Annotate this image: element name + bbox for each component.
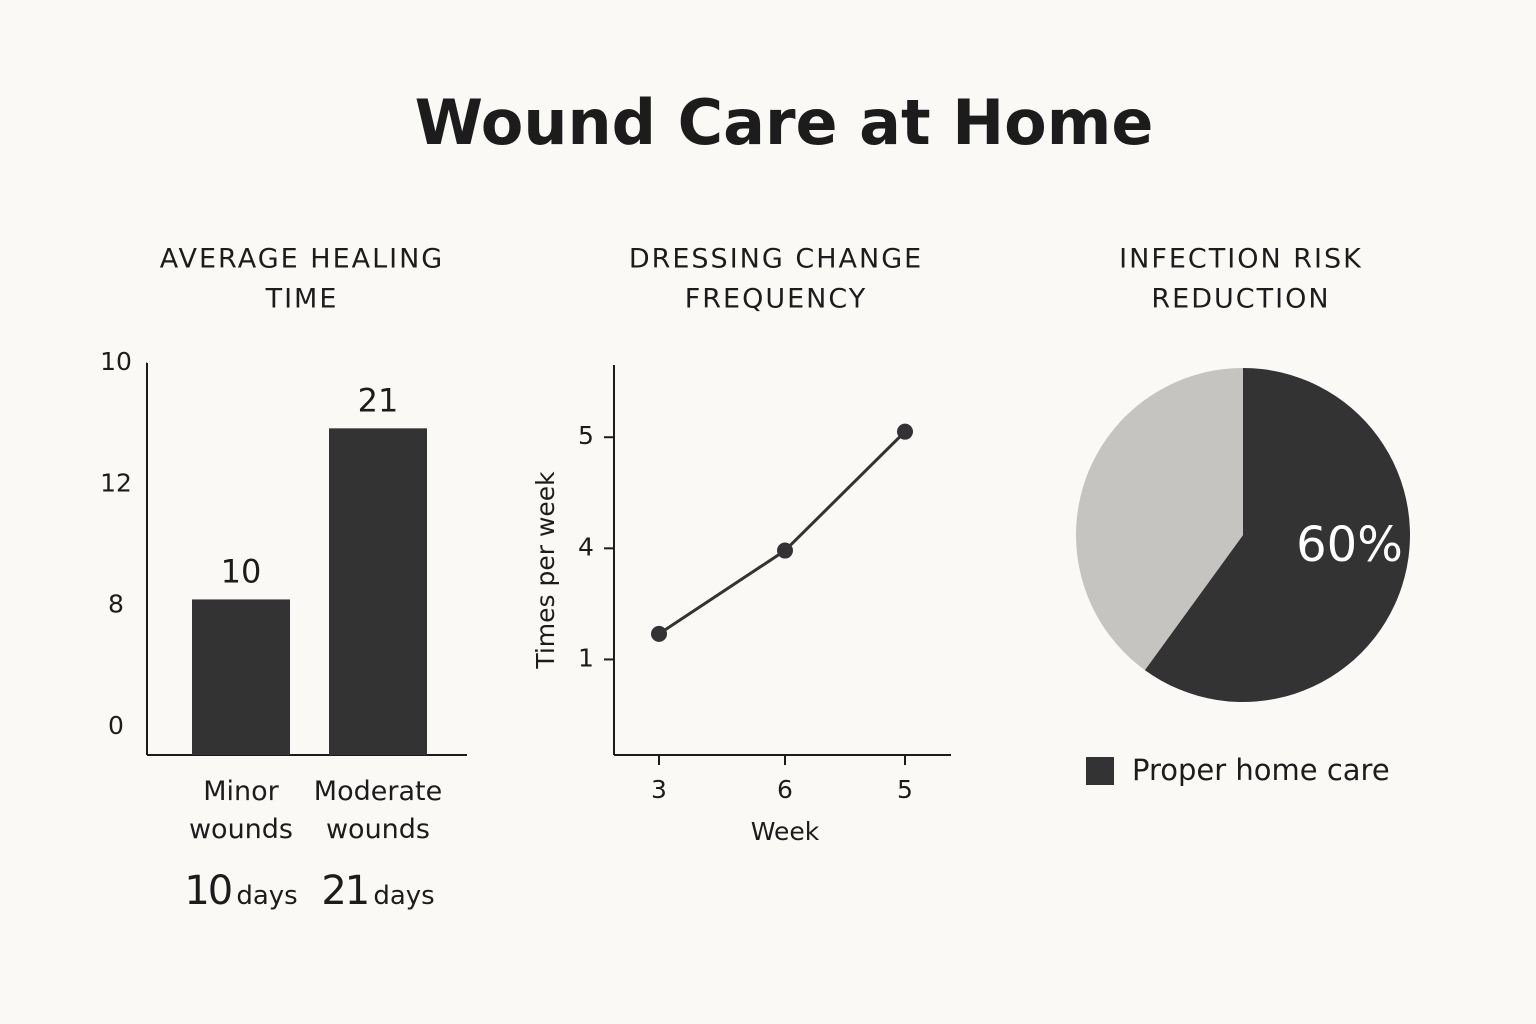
point bbox=[651, 625, 667, 642]
chart-title: FREQUENCY bbox=[685, 284, 868, 315]
y-tick-label: 10 bbox=[100, 347, 132, 376]
point bbox=[897, 423, 913, 440]
annotation-number: 21 bbox=[321, 868, 370, 914]
x-tick-label: 5 bbox=[897, 775, 913, 804]
chart-title: AVERAGE HEALING bbox=[160, 244, 444, 275]
bar bbox=[192, 599, 290, 755]
y-tick-label: 8 bbox=[108, 590, 124, 619]
value-label: 10 bbox=[221, 552, 262, 590]
pie-slice bbox=[1144, 368, 1411, 702]
x-tick-label: 6 bbox=[777, 775, 793, 804]
x-tick-label: 3 bbox=[651, 775, 667, 804]
annotation-unit: days bbox=[373, 881, 435, 911]
y-tick-label: 4 bbox=[578, 532, 594, 561]
y-tick-label: 0 bbox=[108, 711, 124, 740]
value-label: 60% bbox=[1296, 517, 1403, 573]
legend-label: Proper home care bbox=[1132, 753, 1390, 787]
point bbox=[777, 542, 793, 559]
chart-title: INFECTION RISK bbox=[1119, 244, 1363, 275]
y-tick-label: 12 bbox=[100, 468, 132, 497]
x-tick-label: Minor wounds bbox=[188, 776, 294, 845]
value-label: 21 bbox=[358, 381, 399, 419]
chart-title: DRESSING CHANGE bbox=[629, 244, 923, 275]
annotation: 10 days bbox=[166, 868, 316, 914]
x-axis-label: Week bbox=[751, 817, 820, 846]
chart-title: TIME bbox=[265, 284, 339, 315]
line bbox=[658, 430, 907, 636]
annotation-unit: days bbox=[236, 881, 298, 911]
annotation-number: 10 bbox=[184, 868, 233, 914]
y-tick-label: 1 bbox=[578, 643, 594, 672]
chart-title: REDUCTION bbox=[1151, 284, 1330, 315]
bar bbox=[329, 428, 427, 755]
legend-swatch bbox=[1086, 757, 1114, 785]
y-axis-label: Times per week bbox=[531, 471, 560, 670]
x-tick-label: Moderate wounds bbox=[313, 776, 443, 845]
page-title: Wound Care at Home bbox=[415, 86, 1154, 159]
y-tick-label: 5 bbox=[578, 421, 594, 450]
annotation: 21 days bbox=[303, 868, 453, 914]
pie-slice bbox=[1076, 368, 1243, 671]
